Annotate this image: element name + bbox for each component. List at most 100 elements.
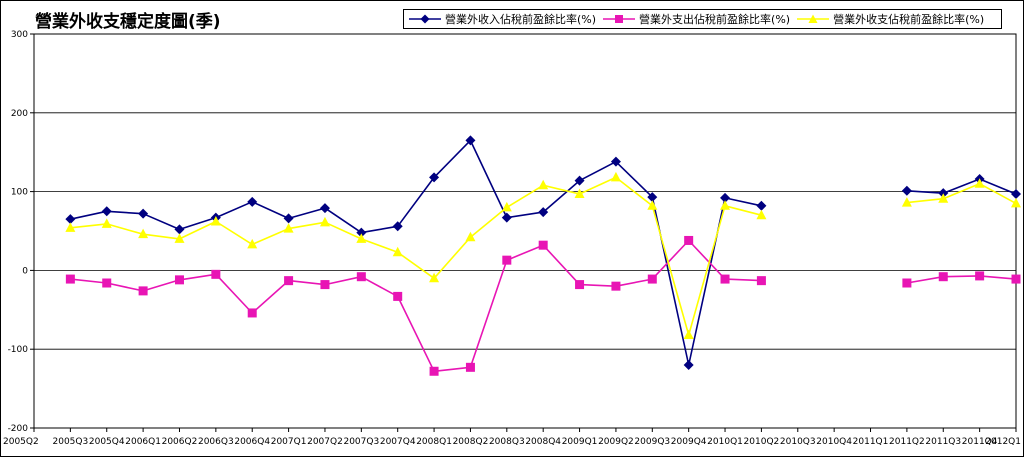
data-point-diamond (1011, 188, 1021, 199)
data-point-triangle (210, 216, 221, 226)
data-point-triangle (283, 223, 294, 233)
x-tick-label: 2011Q1 (853, 437, 889, 447)
x-tick-label: 2010Q3 (780, 437, 816, 447)
x-tick-label: 2009Q1 (562, 437, 598, 447)
data-point-diamond (174, 224, 185, 235)
series-line-2 (906, 182, 1017, 205)
data-point-square (174, 275, 184, 285)
y-tick-label: 100 (11, 188, 28, 198)
data-point-diamond (756, 200, 767, 211)
data-point-triangle (938, 193, 949, 203)
data-point-square (575, 280, 585, 290)
series-line-2 (70, 176, 762, 336)
legend-item-income: 營業外收入佔稅前盈餘比率(%) (408, 11, 596, 27)
x-tick-label: 2009Q2 (598, 437, 634, 447)
data-point-triangle (65, 222, 76, 232)
data-point-square (65, 274, 75, 284)
x-tick-label: 2007Q1 (271, 437, 307, 447)
legend-label-income: 營業外收入佔稅前盈餘比率(%) (445, 13, 597, 26)
data-point-triangle (756, 209, 767, 220)
y-tick-label: 200 (11, 109, 28, 119)
legend-marker-triangle-icon (797, 14, 830, 23)
data-point-square (356, 272, 366, 282)
data-point-triangle (901, 197, 912, 207)
x-tick-label: 2011Q4 (962, 437, 998, 447)
x-tick-label: 2008Q1 (416, 437, 452, 447)
x-tick-label: 2008Q3 (489, 437, 525, 447)
data-point-diamond (138, 208, 149, 219)
data-point-square (684, 235, 694, 245)
data-point-triangle (101, 218, 112, 228)
data-point-triangle (138, 228, 149, 239)
data-point-square (1011, 274, 1021, 284)
x-tick-label: 2006Q2 (162, 437, 198, 447)
data-point-triangle (974, 178, 985, 188)
x-tick-label: 2005Q3 (53, 437, 89, 447)
data-point-square (756, 276, 766, 286)
data-point-square (538, 240, 548, 250)
data-point-square (102, 278, 112, 288)
x-tick-label: 2007Q3 (343, 437, 379, 447)
data-point-square (611, 281, 621, 291)
data-point-diamond (938, 188, 949, 199)
x-tick-label: 2011Q2 (889, 437, 925, 447)
data-point-triangle (174, 233, 185, 243)
x-tick-label: 2010Q1 (707, 437, 743, 447)
plot-area (33, 33, 1017, 429)
x-tick-label: 2006Q4 (234, 437, 270, 447)
legend-marker-square-icon (603, 15, 636, 23)
data-point-diamond (501, 212, 512, 223)
y-tick-label: -100 (8, 345, 29, 355)
x-tick-label: 2008Q4 (525, 437, 561, 447)
series-line-0 (70, 139, 762, 366)
data-point-square (247, 308, 257, 318)
data-point-triangle (356, 233, 367, 243)
data-point-triangle (1011, 197, 1021, 208)
x-tick-label: 2006Q1 (125, 437, 161, 447)
data-point-diamond (538, 207, 549, 218)
data-point-square (902, 278, 912, 288)
data-point-square (502, 255, 512, 265)
data-point-square (211, 269, 221, 279)
chart-title: 營業外收支穩定度圖(季) (35, 12, 221, 32)
data-point-diamond (610, 156, 621, 167)
x-tick-label: 2011Q3 (925, 437, 961, 447)
series-line-0 (906, 178, 1017, 195)
data-point-diamond (65, 214, 76, 225)
legend-marker-diamond-icon (409, 14, 441, 24)
x-tick-label: 2007Q4 (380, 437, 416, 447)
x-tick-label: 2005Q4 (89, 437, 125, 447)
data-point-triangle (465, 231, 476, 242)
data-point-diamond (392, 221, 403, 232)
data-point-triangle (574, 188, 585, 198)
x-tick-label: 2008Q2 (453, 437, 489, 447)
data-point-diamond (356, 227, 367, 238)
data-point-triangle (319, 216, 330, 227)
y-tick-label: 300 (11, 30, 28, 40)
data-point-triangle (720, 200, 731, 210)
data-point-triangle (538, 179, 549, 190)
x-tick-label: 2010Q4 (816, 437, 852, 447)
x-tick-label: 2010Q2 (744, 437, 780, 447)
data-point-triangle (429, 272, 440, 283)
series-line-1 (70, 239, 762, 373)
data-point-square (647, 274, 657, 284)
data-point-square (138, 286, 148, 296)
x-tick-label: 2012Q1 (985, 437, 1021, 447)
data-point-square (720, 274, 730, 284)
data-point-square (938, 272, 948, 282)
data-point-triangle (610, 171, 621, 182)
data-point-diamond (647, 192, 658, 203)
y-tick-label: 0 (22, 266, 28, 276)
legend-item-net: 營業外收支佔稅前盈餘比率(%) (796, 11, 984, 27)
legend-label-net: 營業外收支佔稅前盈餘比率(%) (833, 13, 985, 26)
data-point-diamond (101, 206, 112, 217)
x-tick-label: 2007Q2 (307, 437, 343, 447)
data-point-diamond (683, 359, 694, 370)
data-point-diamond (429, 172, 440, 183)
data-point-square (284, 276, 294, 286)
data-point-triangle (247, 238, 258, 249)
data-point-square (465, 362, 475, 372)
